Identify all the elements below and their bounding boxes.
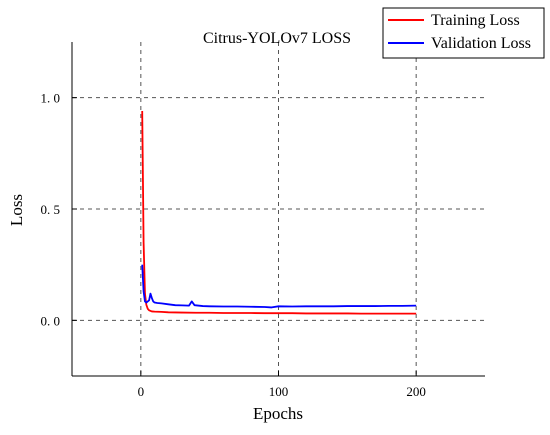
y-axis-label: Loss xyxy=(7,194,26,226)
legend: Training Loss Validation Loss xyxy=(382,7,545,59)
legend-box xyxy=(382,7,545,59)
x-axis-label: Epochs xyxy=(253,404,303,423)
x-tick-label: 100 xyxy=(269,384,289,399)
legend-label-training: Training Loss xyxy=(431,12,520,29)
x-tick-label: 0 xyxy=(138,384,145,399)
x-tick-label: 200 xyxy=(406,384,426,399)
validation-loss-line xyxy=(141,264,417,309)
grid xyxy=(72,42,485,376)
y-tick-label: 0. 5 xyxy=(41,202,61,217)
chart-title: Citrus-YOLOv7 LOSS xyxy=(203,30,351,47)
legend-label-validation: Validation Loss xyxy=(431,35,531,52)
y-tick-label: 1. 0 xyxy=(41,91,61,106)
y-tick-label: 0. 0 xyxy=(41,313,61,328)
series-lines xyxy=(141,111,417,315)
ticks: 0 100 200 0. 0 0. 5 1. 0 xyxy=(41,91,426,399)
training-loss-line xyxy=(141,111,417,315)
